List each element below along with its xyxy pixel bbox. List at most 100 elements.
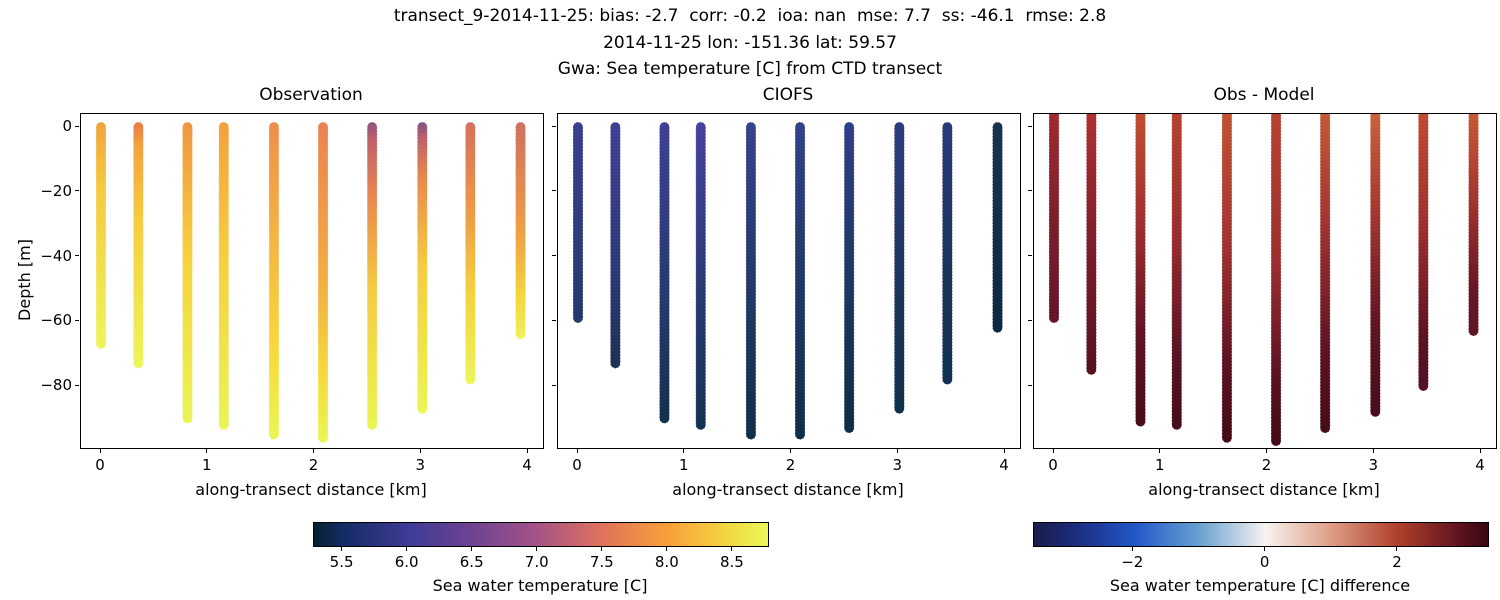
x-tick-label: 4 — [522, 456, 532, 474]
colorbar-temperature — [313, 522, 769, 547]
x-tick — [1159, 449, 1161, 453]
station-profile — [745, 121, 757, 440]
x-tick-label: 2 — [1261, 456, 1272, 474]
panel-title-observation: Observation — [259, 85, 363, 105]
x-tick-label: 3 — [1368, 456, 1379, 474]
panel-title-ciofs: CIOFS — [762, 85, 814, 105]
x-tick-label: 4 — [999, 456, 1009, 474]
y-tick — [552, 384, 556, 386]
y-tick — [1028, 384, 1032, 386]
station-profile — [1319, 114, 1331, 434]
profiles-observation — [95, 121, 526, 444]
station-profile — [515, 121, 526, 340]
y-tick — [75, 384, 79, 386]
station-profile — [659, 121, 670, 424]
y-tick — [75, 125, 79, 127]
colorbar-tick — [731, 547, 733, 551]
colorbar-tick — [666, 547, 668, 551]
station-profile — [1171, 114, 1183, 431]
profiles-ciofs — [572, 121, 1003, 440]
colorbar-tick — [406, 547, 408, 551]
station-profile — [218, 121, 230, 431]
x-tick — [1372, 449, 1374, 453]
y-tick — [1028, 255, 1032, 256]
colorbar-tick-label: 8.5 — [719, 553, 744, 571]
y-tick-label: 0 — [62, 117, 72, 135]
figure-title-variable: Gwa: Sea temperature [C] from CTD transe… — [557, 59, 943, 79]
panel-title-obs-model: Obs - Model — [1213, 85, 1315, 105]
colorbar-tick — [1264, 547, 1266, 551]
colorbar-tick-label: 2 — [1392, 553, 1402, 571]
station-profile — [843, 121, 855, 434]
station-profile — [1086, 114, 1097, 376]
station-profile — [1418, 114, 1429, 392]
x-tick — [1266, 449, 1267, 453]
y-tick — [75, 319, 79, 321]
x-tick-label: 1 — [201, 456, 212, 474]
x-tick — [1052, 449, 1054, 453]
station-profile — [794, 121, 806, 440]
plot-panel-observation — [80, 113, 544, 449]
station-profile — [572, 121, 584, 324]
colorbar-tick-label: 0 — [1259, 553, 1270, 571]
x-tick — [1003, 449, 1005, 453]
x-tick-label: 1 — [1154, 456, 1165, 474]
y-tick — [75, 255, 79, 256]
x-tick-label: 0 — [1048, 456, 1058, 474]
colorbar-label-temperature: Sea water temperature [C] — [432, 576, 648, 595]
station-profile — [1369, 114, 1381, 418]
colorbar-tick — [341, 547, 343, 551]
station-profile — [133, 121, 144, 369]
colorbar-tick-label: 7.0 — [524, 553, 549, 571]
colorbar-tick-label: 8.0 — [654, 553, 679, 571]
y-tick — [1028, 190, 1032, 192]
station-profile — [268, 121, 280, 440]
plot-panel-obs-model — [1033, 113, 1497, 449]
station-profile — [317, 121, 329, 444]
y-tick-label: −80 — [40, 376, 72, 394]
x-tick-label: 3 — [415, 456, 426, 474]
y-tick — [552, 255, 556, 256]
x-tick-label: 0 — [95, 456, 105, 474]
colorbar-tick — [471, 547, 473, 551]
y-tick-label: −40 — [40, 246, 72, 265]
colorbar-tick — [1131, 547, 1133, 551]
x-tick — [790, 449, 791, 453]
x-tick-label: 0 — [572, 456, 582, 474]
x-axis-label-obs-model: along-transect distance [km] — [1148, 480, 1380, 499]
colorbar-tick-label: 5.5 — [329, 553, 354, 571]
colorbar-tick-label: −2 — [1121, 553, 1144, 571]
figure-title-stats: transect_9-2014-11-25: bias: -2.7 corr: … — [393, 6, 1107, 26]
station-profile — [182, 121, 193, 424]
station-profile — [416, 121, 428, 415]
colorbar-tick — [1396, 547, 1398, 551]
y-tick — [75, 190, 79, 192]
x-tick — [576, 449, 578, 453]
x-tick — [419, 449, 421, 453]
colorbar-tick-label: 6.5 — [459, 553, 484, 571]
x-tick-label: 2 — [308, 456, 319, 474]
x-tick — [206, 449, 208, 453]
x-tick — [1479, 449, 1481, 453]
x-tick — [683, 449, 685, 453]
station-profile — [1221, 114, 1233, 444]
x-tick — [896, 449, 898, 453]
y-tick-label: −20 — [40, 181, 72, 200]
station-profile — [942, 121, 953, 385]
profiles-obs-model — [1048, 114, 1479, 447]
colorbar-tick-label: 7.5 — [589, 553, 614, 571]
station-profile — [893, 121, 905, 415]
x-tick — [313, 449, 314, 453]
station-profile — [1048, 114, 1060, 324]
x-tick — [526, 449, 528, 453]
x-axis-label-observation: along-transect distance [km] — [195, 480, 427, 499]
figure-title-date-location: 2014-11-25 lon: -151.36 lat: 59.57 — [603, 33, 897, 53]
y-tick — [1028, 125, 1032, 127]
station-profile — [992, 121, 1003, 334]
station-profile — [95, 121, 107, 350]
colorbar-tick — [601, 547, 603, 551]
x-tick-label: 3 — [892, 456, 903, 474]
x-tick-label: 4 — [1475, 456, 1485, 474]
x-tick-label: 1 — [678, 456, 689, 474]
